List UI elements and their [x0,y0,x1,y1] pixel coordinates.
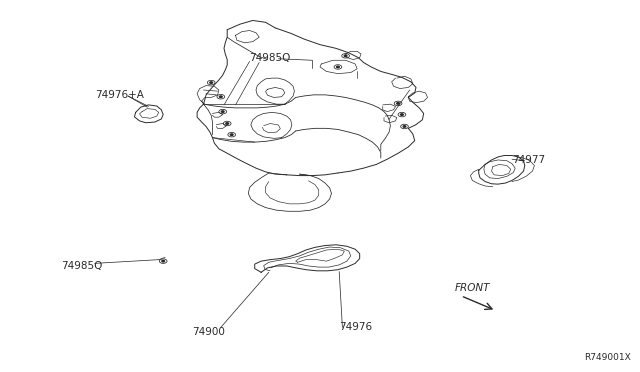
Circle shape [210,82,212,83]
Text: 74985Q: 74985Q [61,261,102,271]
Text: 74900: 74900 [192,327,225,337]
Text: R749001X: R749001X [584,353,630,362]
Circle shape [401,114,403,115]
Text: 74977: 74977 [512,155,545,165]
Text: 74985Q: 74985Q [250,53,291,62]
Circle shape [221,111,224,112]
Circle shape [397,103,399,104]
Circle shape [162,260,164,262]
Circle shape [220,96,222,97]
Circle shape [230,134,233,135]
Circle shape [226,123,228,124]
Circle shape [403,126,406,127]
Circle shape [337,66,339,68]
Text: 74976: 74976 [339,323,372,332]
Circle shape [344,55,347,57]
Text: 74976+A: 74976+A [95,90,143,100]
Text: FRONT: FRONT [454,283,490,293]
